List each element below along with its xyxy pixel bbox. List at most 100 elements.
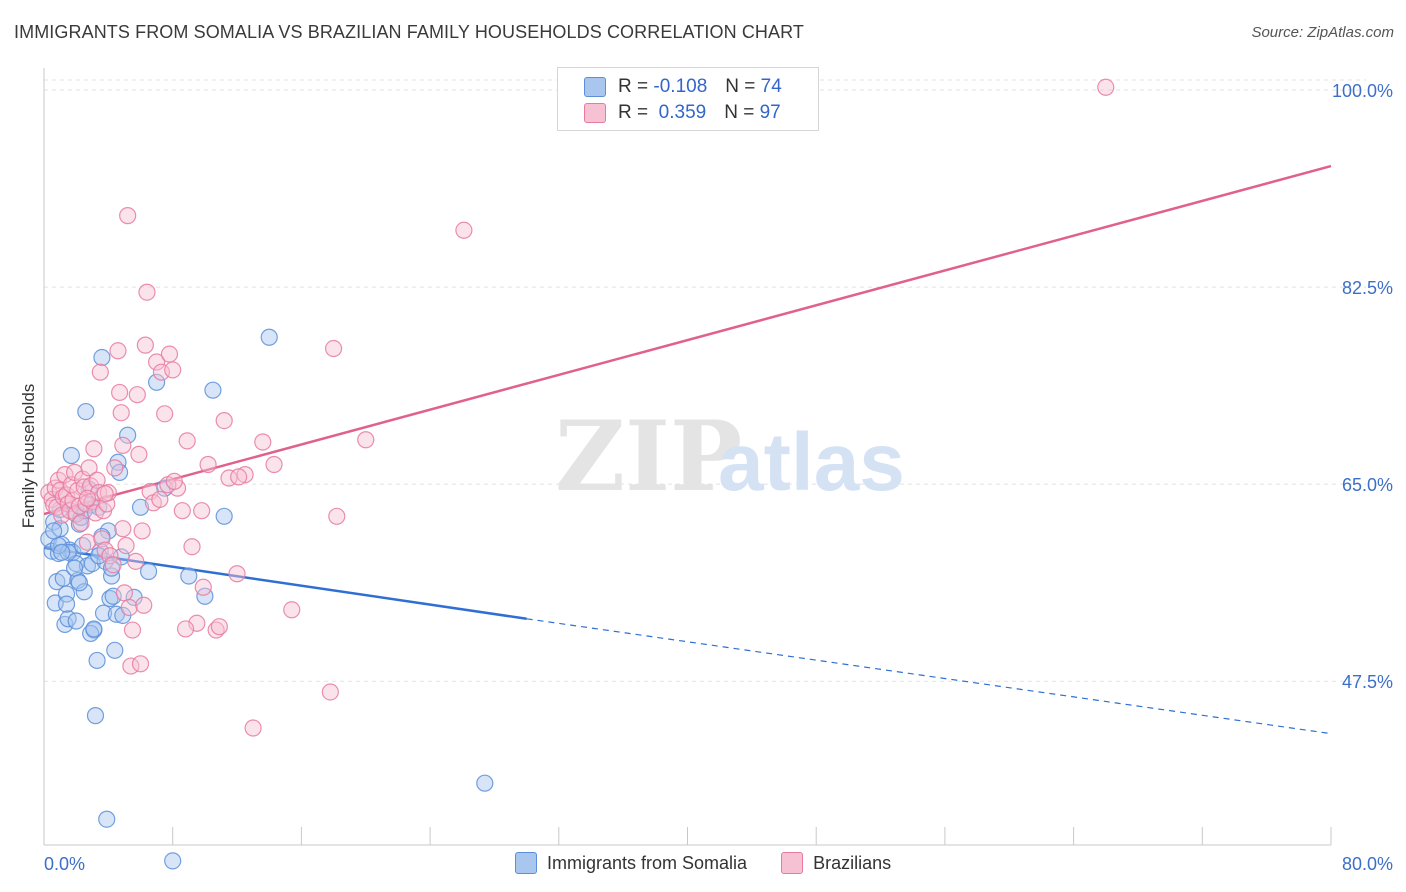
somalia-point: [148, 373, 166, 391]
brazilians-point: [88, 471, 106, 489]
somalia-point: [86, 707, 105, 725]
somalia-point: [53, 543, 71, 561]
legend-swatch-somalia: [584, 77, 606, 97]
somalia-point: [62, 446, 80, 465]
brazilians-point: [135, 596, 153, 614]
somalia-point: [65, 559, 84, 577]
brazilians-point: [130, 445, 148, 463]
legend-r-value: -0.108: [653, 76, 708, 97]
brazilians-point: [228, 565, 246, 583]
brazilians-point: [215, 411, 233, 430]
brazilians-point: [164, 361, 182, 379]
somalia-point: [139, 562, 158, 581]
chart-title: IMMIGRANTS FROM SOMALIA VS BRAZILIAN FAM…: [14, 22, 804, 42]
somalia-point: [204, 381, 222, 399]
brazilians-point: [194, 578, 212, 596]
somalia-point: [98, 810, 116, 828]
brazilians-point: [119, 207, 137, 225]
series-name-brazilians: Brazilians: [813, 852, 892, 873]
brazilians-point: [265, 455, 283, 474]
x-tick-label: 80.0%: [1342, 854, 1393, 874]
somalia-point: [57, 595, 76, 613]
brazilians-point: [78, 533, 97, 551]
series-name-somalia: Immigrants from Somalia: [547, 852, 748, 873]
brazilians-point: [183, 538, 201, 556]
legend-r-label: R =: [618, 102, 649, 123]
brazilians-point: [117, 536, 135, 555]
brazilians-point: [72, 514, 90, 532]
somalia-point: [93, 348, 111, 367]
somalia-point: [260, 328, 278, 346]
brazilians-point: [111, 383, 129, 402]
watermark-zip: ZIP: [555, 400, 742, 513]
legend-r-value: 0.359: [658, 102, 707, 123]
somalia-point: [215, 507, 233, 525]
brazilians-point: [199, 455, 217, 474]
brazilians-point: [93, 530, 111, 548]
brazilians-point: [156, 405, 174, 423]
chart-source: Source: ZipAtlas.com: [1251, 24, 1394, 41]
somalia-point: [104, 587, 122, 605]
legend-swatch-brazilians: [584, 103, 606, 123]
brazilians-point: [283, 601, 301, 619]
legend-n-value: 97: [759, 102, 781, 123]
somalia-point: [77, 402, 95, 421]
brazilians-point: [128, 386, 146, 404]
somalia-point: [59, 543, 77, 561]
series-legend: Immigrants from Somalia Brazilians: [515, 852, 925, 874]
brazilians-point: [165, 472, 183, 490]
brazilians-point: [173, 502, 191, 520]
brazilians-point: [210, 618, 228, 636]
brazilians-point: [114, 520, 132, 538]
legend-n-label: N =: [724, 102, 755, 123]
somalia-trend-line: [43, 546, 527, 621]
somalia-point: [45, 522, 63, 540]
somalia-point: [180, 567, 198, 585]
x-tick-label: 0.0%: [44, 854, 85, 874]
brazilians-point: [123, 621, 142, 639]
brazilians-point: [112, 404, 130, 422]
brazilians-point: [80, 459, 98, 477]
somalia-point: [56, 615, 74, 634]
brazilians-point: [160, 345, 179, 363]
somalia-point: [94, 604, 113, 622]
brazilians-point: [244, 719, 262, 737]
somalia-point: [131, 498, 150, 516]
tick-labels: 47.5% 65.0% 82.5% 100.0% 0.0% 80.0%: [44, 81, 1393, 874]
brazilians-point: [133, 522, 151, 540]
brazilians-point: [1097, 78, 1115, 96]
watermark-atlas: atlas: [718, 417, 905, 508]
brazilians-point: [104, 556, 122, 574]
brazilians-point: [328, 507, 346, 525]
somalia-point: [164, 852, 182, 870]
brazilians-point: [101, 547, 119, 565]
brazilians-point: [324, 339, 343, 358]
brazilians-point: [176, 620, 195, 638]
legend-n-value: 74: [760, 76, 782, 97]
trend-lines: [43, 164, 1332, 735]
brazilians-point: [131, 655, 150, 673]
y-axis-label: Family Households: [19, 384, 38, 529]
series-legend-brazilians: Brazilians: [781, 852, 891, 874]
brazilians-point: [91, 363, 109, 381]
watermark: ZIP atlas: [555, 400, 905, 513]
legend-row-somalia: R = -0.108 N = 74: [584, 75, 782, 99]
somalia-point: [476, 774, 494, 792]
axes: [43, 68, 1332, 846]
somalia-point: [106, 641, 124, 659]
legend: R = -0.108 N = 74 R = 0.359 N = 97: [557, 67, 819, 131]
brazilians-trend-line: [43, 164, 1332, 516]
data-points: [40, 78, 1115, 870]
brazilians-point: [138, 283, 156, 301]
somalia-point: [85, 620, 103, 638]
legend-r-label: R =: [618, 76, 649, 97]
brazilians-point: [136, 336, 154, 354]
legend-row-brazilians: R = 0.359 N = 97: [584, 101, 781, 125]
brazilians-point: [148, 353, 166, 371]
brazilians-point: [254, 433, 272, 451]
y-tick-label: 82.5%: [1342, 278, 1393, 298]
somalia-trend-extension: [526, 618, 1332, 735]
y-tick-label: 47.5%: [1342, 672, 1393, 692]
brazilians-point: [193, 502, 211, 520]
